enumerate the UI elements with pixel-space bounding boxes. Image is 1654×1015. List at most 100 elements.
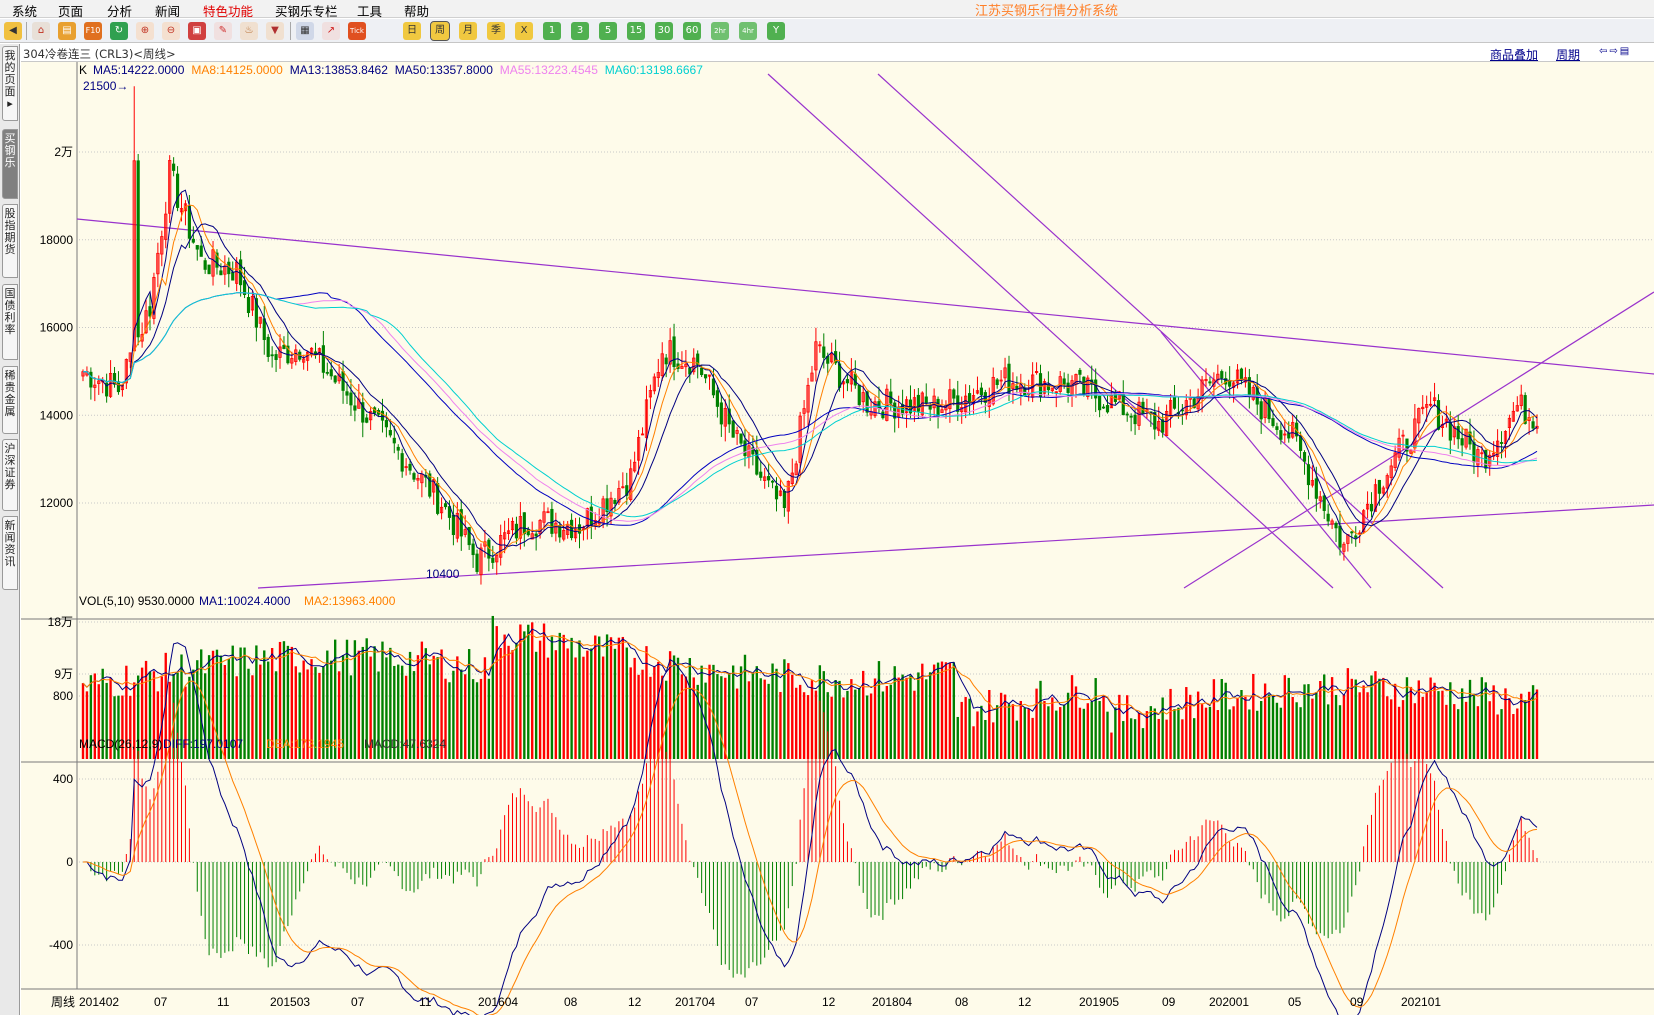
volume-bar — [1484, 682, 1487, 759]
candle-body — [1046, 384, 1050, 391]
price-y-tick: 2万 — [54, 145, 73, 159]
candle-body — [562, 529, 566, 540]
period-button[interactable]: 2hr — [711, 22, 729, 40]
volume-bar — [1382, 677, 1385, 759]
volume-bar — [1523, 700, 1527, 759]
period-button[interactable]: 月 — [459, 22, 477, 40]
volume-bar — [1326, 704, 1330, 759]
period-button[interactable]: 5 — [599, 22, 617, 40]
sidebar-tab[interactable]: 我的页面 ▸ — [2, 46, 18, 121]
refresh-icon[interactable]: ↻ — [110, 22, 128, 40]
back-arrow-icon[interactable]: ◀ — [4, 22, 22, 40]
layout-icons[interactable]: ⇦⇨▤ — [1599, 46, 1632, 57]
window-icon[interactable]: ▣ — [188, 22, 206, 40]
candlesticks — [81, 86, 1539, 585]
menu-item[interactable]: 特色功能 — [203, 4, 254, 19]
period-button[interactable]: 60 — [683, 22, 701, 40]
candle-body — [1283, 433, 1287, 436]
candle-body — [329, 369, 333, 377]
volume-bar — [976, 711, 979, 759]
menu-item[interactable]: 新闻 — [155, 4, 181, 19]
table-icon[interactable]: ▦ — [296, 22, 314, 40]
volume-bar — [932, 664, 936, 759]
menu-item[interactable]: 分析 — [107, 4, 133, 19]
period-button[interactable]: 周 — [430, 21, 450, 41]
period-link[interactable]: 周期 — [1556, 48, 1581, 62]
period-button[interactable]: 3 — [571, 22, 589, 40]
pen-icon[interactable]: ✎ — [214, 22, 232, 40]
overlay-link[interactable]: 商品叠加 — [1490, 48, 1539, 62]
volume-bar — [180, 654, 183, 759]
candle-body — [1267, 398, 1271, 420]
volume-bar — [1433, 682, 1436, 759]
period-button[interactable]: 1 — [543, 22, 561, 40]
filter-icon[interactable]: ▼ — [266, 22, 284, 40]
volume-bar — [881, 691, 885, 759]
volume-bar — [739, 666, 743, 759]
candle-body — [932, 395, 936, 409]
volume-bar — [227, 659, 230, 759]
chart-line-icon[interactable]: ↗ — [322, 22, 340, 40]
zoom-out-icon[interactable]: ⊖ — [162, 22, 180, 40]
menu-item[interactable]: 帮助 — [404, 4, 430, 19]
volume-bar — [854, 689, 857, 759]
volume-bar — [594, 635, 597, 759]
sidebar-tab[interactable]: 买钢乐 — [2, 129, 18, 199]
candle-body — [1003, 367, 1007, 379]
volume-bar — [558, 632, 561, 759]
candle-body — [609, 497, 613, 517]
volume-bar — [1299, 707, 1302, 759]
candle-body — [644, 399, 649, 438]
menu-item[interactable]: 工具 — [357, 4, 383, 19]
period-button[interactable]: 4hr — [739, 22, 757, 40]
menu-item[interactable]: 页面 — [58, 4, 84, 19]
macd-histogram — [86, 700, 1538, 978]
volume-bar — [219, 655, 223, 759]
period-button[interactable]: Y — [767, 22, 785, 40]
sidebar-tab[interactable]: 新闻资讯 — [2, 516, 18, 590]
candle-body — [140, 334, 144, 342]
candle-body — [467, 526, 471, 546]
volume-bar — [527, 624, 530, 759]
volume-bar — [1409, 686, 1413, 759]
period-button[interactable]: 30 — [655, 22, 673, 40]
sidebar-tab[interactable]: 股指期货 — [2, 204, 18, 278]
candle-body — [759, 471, 763, 478]
candle-body — [254, 298, 258, 328]
candle-body — [164, 213, 168, 240]
tick-icon[interactable]: Tick — [348, 22, 366, 40]
candle-body — [353, 405, 357, 411]
volume-bar — [495, 626, 498, 759]
paint-icon[interactable]: ♨ — [240, 22, 258, 40]
zoom-in-icon[interactable]: ⊕ — [136, 22, 154, 40]
period-button[interactable]: 15 — [627, 22, 645, 40]
volume-bar — [1323, 674, 1326, 759]
sidebar-tab[interactable]: 沪深证券 — [2, 439, 18, 511]
home-icon[interactable]: ⌂ — [32, 22, 50, 40]
sidebar-tab[interactable]: 国债利率 — [2, 284, 18, 360]
period-button[interactable]: 季 — [487, 22, 505, 40]
volume-bar — [326, 650, 329, 759]
book-icon[interactable]: ▤ — [58, 22, 76, 40]
volume-bar — [464, 674, 467, 759]
volume-bar — [1129, 718, 1133, 759]
candle-body — [428, 473, 432, 497]
period-button[interactable]: 日 — [403, 22, 421, 40]
menu-item[interactable]: 买钢乐专栏 — [275, 4, 338, 19]
period-button[interactable]: X — [515, 22, 533, 40]
candle-body — [1279, 430, 1283, 440]
sidebar-tab[interactable]: 稀贵金属 — [2, 366, 18, 434]
menu-item[interactable]: 系统 — [12, 4, 38, 19]
volume-bar — [499, 647, 502, 759]
volume-bar — [641, 669, 644, 759]
ma8-line — [82, 204, 1538, 556]
candle-body — [1338, 525, 1342, 548]
volume-bar — [1157, 718, 1160, 759]
volume-bar — [1066, 692, 1070, 759]
volume-bar — [1078, 707, 1082, 759]
volume-bar — [1086, 703, 1089, 759]
volume-bar — [1508, 698, 1511, 759]
low-mark-label: 10400 — [426, 567, 460, 581]
candle-body — [1448, 422, 1452, 441]
f10-icon[interactable]: F10 — [84, 22, 102, 40]
